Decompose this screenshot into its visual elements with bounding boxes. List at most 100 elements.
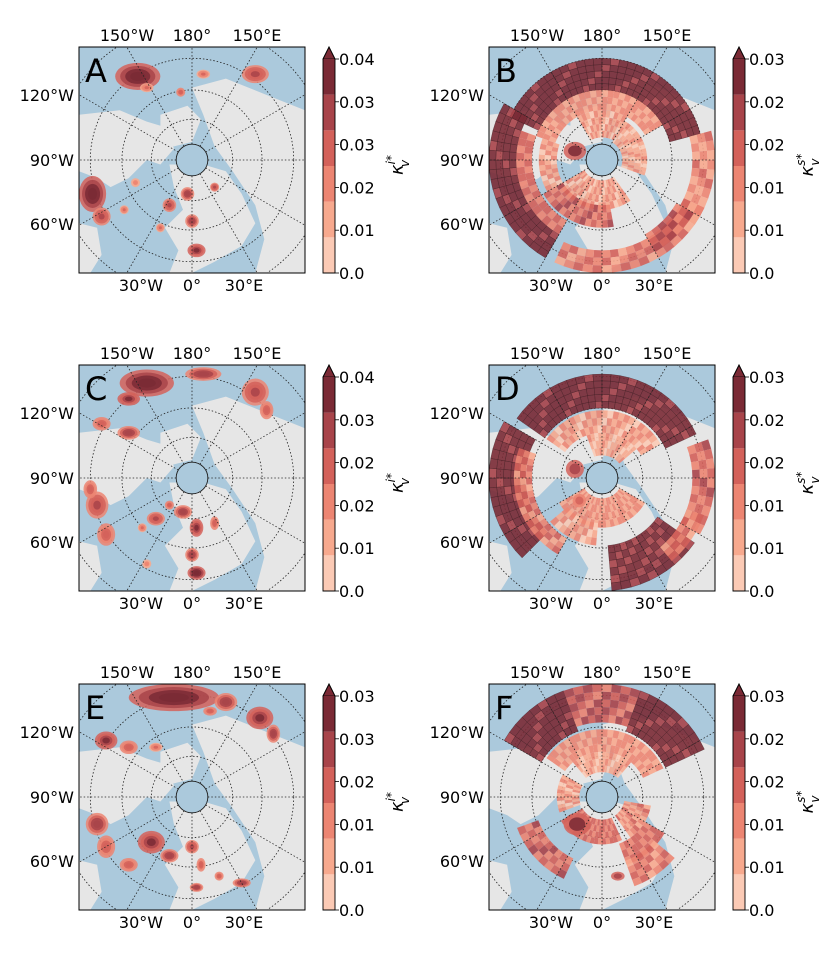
colorbar-swatch xyxy=(733,767,745,803)
colorbar-tick-label: 0.02 xyxy=(749,136,785,155)
grid-cell xyxy=(503,460,513,471)
grid-cell xyxy=(594,394,603,402)
grid-cell xyxy=(546,753,556,763)
grid-cell xyxy=(619,196,627,206)
grid-cell xyxy=(620,438,628,448)
colorbar-tick-label: 0.03 xyxy=(339,730,375,749)
grid-cell xyxy=(578,106,585,115)
grid-cell xyxy=(599,498,602,506)
grid-cell xyxy=(616,834,623,842)
grid-cell xyxy=(556,182,565,191)
grid-cell xyxy=(613,427,621,436)
lon-label-bottom: 0° xyxy=(183,276,201,295)
grid-cell xyxy=(639,166,647,172)
lon-label-bottom: 0° xyxy=(183,594,201,613)
grid-cell xyxy=(610,767,616,775)
grid-cell xyxy=(594,432,599,441)
lon-label-top: 180° xyxy=(583,344,622,363)
grid-cell xyxy=(525,172,535,181)
grid-cell xyxy=(696,132,706,143)
grid-cell xyxy=(602,512,606,521)
grid-cell xyxy=(643,804,651,810)
grid-cell xyxy=(579,428,587,438)
grid-cell xyxy=(619,106,626,115)
colorbar-swatch xyxy=(733,412,745,449)
grid-cell xyxy=(568,416,577,426)
grid-cell xyxy=(628,425,637,435)
latitude-circle xyxy=(121,407,263,549)
grid-cell xyxy=(592,373,603,382)
grid-cell xyxy=(602,520,607,528)
land-edge xyxy=(79,860,102,910)
grid-cell xyxy=(617,489,625,496)
grid-cell xyxy=(602,691,612,700)
grid-cell xyxy=(555,123,564,132)
grid-cell xyxy=(588,83,597,92)
grid-cell xyxy=(568,530,577,540)
grid-cell xyxy=(630,855,640,865)
grid-cell xyxy=(563,209,572,219)
grid-cell xyxy=(543,850,554,861)
colorbar: 0.0 0.01 0.02 0.02 0.03 0.04 κi*v xyxy=(322,363,412,601)
land-edge xyxy=(489,223,512,273)
grid-cell xyxy=(629,817,638,825)
grid-cell xyxy=(634,153,641,158)
grid-cell xyxy=(590,504,595,512)
grid-cell xyxy=(608,766,613,774)
grid-cell xyxy=(602,410,608,418)
grid-cell xyxy=(592,684,602,693)
grid-cell xyxy=(527,510,537,520)
grid-cell xyxy=(618,693,630,703)
grid-cell xyxy=(636,867,647,877)
grid-cell xyxy=(678,217,690,229)
grid-cell xyxy=(610,692,621,701)
grid-cell xyxy=(565,252,577,262)
grid-cell xyxy=(579,171,587,178)
grid-cell xyxy=(605,194,610,203)
grid-cell xyxy=(618,488,626,494)
colorbar-tick-label: 0.01 xyxy=(339,539,375,558)
grid-cell xyxy=(581,738,589,748)
grid-cell xyxy=(611,753,618,761)
grid-cell xyxy=(602,825,606,833)
colorbar-tick-label: 0.03 xyxy=(339,687,375,706)
grid-cell xyxy=(597,180,601,188)
grid-cell xyxy=(586,753,593,761)
colorbar-tick-label: 0.0 xyxy=(339,582,364,601)
lon-label-top: 150°E xyxy=(233,26,282,45)
grid-cell xyxy=(616,198,624,207)
grid-cell xyxy=(509,159,517,169)
grid-cell xyxy=(699,478,708,488)
grid-cell xyxy=(647,766,657,775)
grid-cell xyxy=(587,503,593,511)
grid-cell xyxy=(616,708,626,718)
grid-cell xyxy=(550,181,558,189)
grid-cell xyxy=(581,527,589,537)
grid-cell xyxy=(528,496,537,505)
grid-cell xyxy=(572,759,580,768)
grid-cell xyxy=(685,529,696,541)
land-edge xyxy=(489,860,512,910)
grid-cell xyxy=(601,58,612,66)
map-area xyxy=(489,47,715,273)
grid-cell xyxy=(594,194,599,203)
data-patch xyxy=(201,72,206,76)
grid-cell xyxy=(581,419,589,429)
grid-cell xyxy=(646,869,657,880)
grid-cell xyxy=(587,77,596,85)
grid-cell xyxy=(615,419,623,429)
grid-cell xyxy=(611,434,618,443)
grid-cell xyxy=(579,518,587,528)
land-north-america xyxy=(79,110,174,188)
grid-cell xyxy=(629,128,637,135)
grid-cell xyxy=(623,840,631,849)
grid-cell xyxy=(553,115,563,124)
grid-cell xyxy=(627,695,639,706)
grid-cell xyxy=(578,488,586,494)
grid-cell xyxy=(584,828,591,836)
grid-cell xyxy=(628,807,636,813)
grid-cell xyxy=(611,829,617,837)
grid-cell xyxy=(548,527,557,537)
grid-cell xyxy=(594,497,599,506)
grid-cell xyxy=(521,491,529,500)
